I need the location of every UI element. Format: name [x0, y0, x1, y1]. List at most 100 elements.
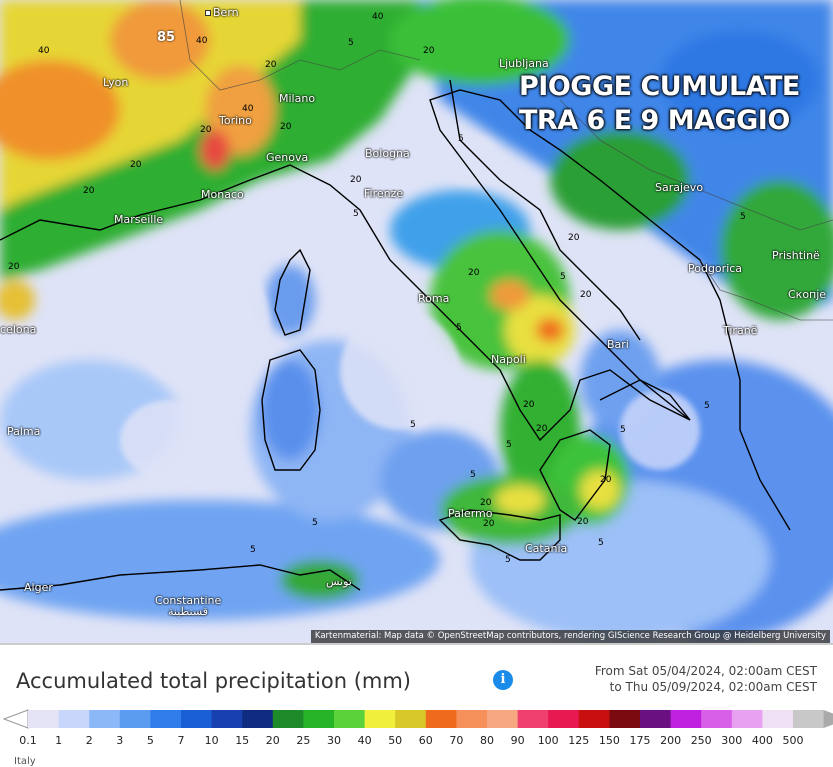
contour-label: 5 [704, 401, 710, 411]
scale-label: 175 [629, 734, 651, 747]
scale-swatch [58, 710, 90, 728]
scale-swatch [609, 710, 641, 728]
contour-label: 5 [560, 272, 566, 282]
scale-swatch [548, 710, 580, 728]
scale-label: 200 [660, 734, 682, 747]
contour-label: 5 [470, 470, 476, 480]
contour-label: 40 [38, 46, 50, 56]
scale-label: 25 [296, 734, 311, 747]
scale-swatch [150, 710, 182, 728]
scale-label: 10 [204, 734, 219, 747]
city-label: Lyon [103, 76, 129, 89]
scale-swatch [364, 710, 396, 728]
contour-label: 20 [280, 122, 292, 132]
overlay-title-line2: TRA 6 E 9 MAGGIO [519, 105, 790, 136]
scale-label: 70 [449, 734, 464, 747]
city-label: Palma [7, 425, 41, 438]
city-label: Bern [205, 6, 239, 19]
contour-label: 5 [458, 134, 464, 144]
contour-label: 5 [506, 440, 512, 450]
contour-label: 40 [196, 36, 208, 46]
contour-label: 5 [740, 212, 746, 222]
scale-swatch [670, 710, 702, 728]
city-label: Marseille [114, 213, 164, 226]
city-label: Monaco [201, 188, 244, 201]
scale-swatch [578, 710, 610, 728]
contour-label: 5 [598, 538, 604, 548]
overlay-title-line1: PIOGGE CUMULATE [519, 71, 800, 102]
contour-label: 20 [468, 268, 480, 278]
map-attribution: Kartenmaterial: Map data © OpenStreetMap… [310, 630, 830, 643]
contour-label: 20 [130, 160, 142, 170]
scale-swatch [211, 710, 243, 728]
precipitation-map[interactable]: PIOGGE CUMULATE TRA 6 E 9 MAGGIO Bern Ly… [0, 0, 833, 643]
scale-label: 0.1 [19, 734, 37, 747]
contour-label: 20 [200, 125, 212, 135]
city-label: Milano [279, 92, 316, 105]
city-label: Catania [525, 542, 568, 555]
contour-label: 5 [620, 425, 626, 435]
period-from: From Sat 05/04/2024, 02:00am CEST [594, 664, 817, 678]
scale-swatch [425, 710, 457, 728]
contour-label: 5 [250, 545, 256, 555]
contour-label: 5 [312, 518, 318, 528]
city-label: Napoli [491, 353, 526, 366]
scale-swatch [181, 710, 213, 728]
info-icon[interactable]: i [493, 670, 513, 690]
scale-label: 150 [598, 734, 620, 747]
legend-title: Accumulated total precipitation (mm) [16, 669, 411, 693]
period-range: From Sat 05/04/2024, 02:00am CEST to Thu… [595, 663, 817, 695]
contour-label: 20 [483, 519, 495, 529]
scale-swatch [456, 710, 488, 728]
scale-label: 40 [357, 734, 372, 747]
city-label: Roma [418, 292, 450, 305]
city-label: Constantine [155, 594, 222, 607]
scale-label: 90 [510, 734, 525, 747]
contour-label: 20 [83, 186, 95, 196]
scale-swatch [28, 710, 60, 728]
scale-label: 400 [751, 734, 773, 747]
contour-label: 20 [350, 175, 362, 185]
scale-label: 80 [480, 734, 494, 747]
city-label: Firenze [364, 187, 404, 200]
scale-label: 30 [327, 734, 341, 747]
scale-label: 125 [568, 734, 590, 747]
city-label: Tiranë [723, 324, 758, 337]
contour-label: 40 [372, 12, 384, 22]
contour-label: 85 [157, 30, 176, 45]
city-label: Torino [219, 114, 252, 127]
scale-swatch [731, 710, 763, 728]
scale-label: 7 [177, 734, 185, 747]
period-to: to Thu 05/09/2024, 02:00am CEST [609, 680, 817, 694]
scale-label: 100 [537, 734, 559, 747]
scale-label: 60 [418, 734, 433, 747]
legend-panel: Accumulated total precipitation (mm) i F… [0, 643, 833, 767]
scale-label: 15 [235, 734, 250, 747]
scale-swatch [762, 710, 794, 728]
contour-label: 5 [505, 555, 511, 565]
scale-label: 1 [55, 734, 63, 747]
city-label: قسنطينة [168, 605, 208, 618]
city-label: Bari [607, 338, 629, 351]
city-label: Sarajevo [655, 181, 704, 194]
contour-label: 20 [8, 262, 20, 272]
contour-label: 20 [580, 290, 592, 300]
contour-label: 20 [523, 400, 535, 410]
scale-label: 300 [721, 734, 743, 747]
city-label: Genova [266, 151, 309, 164]
city-label: Скопје [788, 288, 827, 301]
scale-swatch [303, 710, 335, 728]
scale-right-arrow [823, 710, 833, 728]
scale-swatch [640, 710, 672, 728]
contour-label: 20 [480, 498, 492, 508]
contour-label: 20 [536, 424, 548, 434]
scale-swatch [487, 710, 519, 728]
scale-swatch [334, 710, 366, 728]
contour-label: 20 [423, 46, 435, 56]
scale-label: 20 [265, 734, 280, 747]
city-label: تونس [326, 575, 352, 588]
scale-swatch [89, 710, 121, 728]
scale-label: 500 [782, 734, 804, 747]
scale-label: 5 [146, 734, 154, 747]
scale-swatch [793, 710, 825, 728]
